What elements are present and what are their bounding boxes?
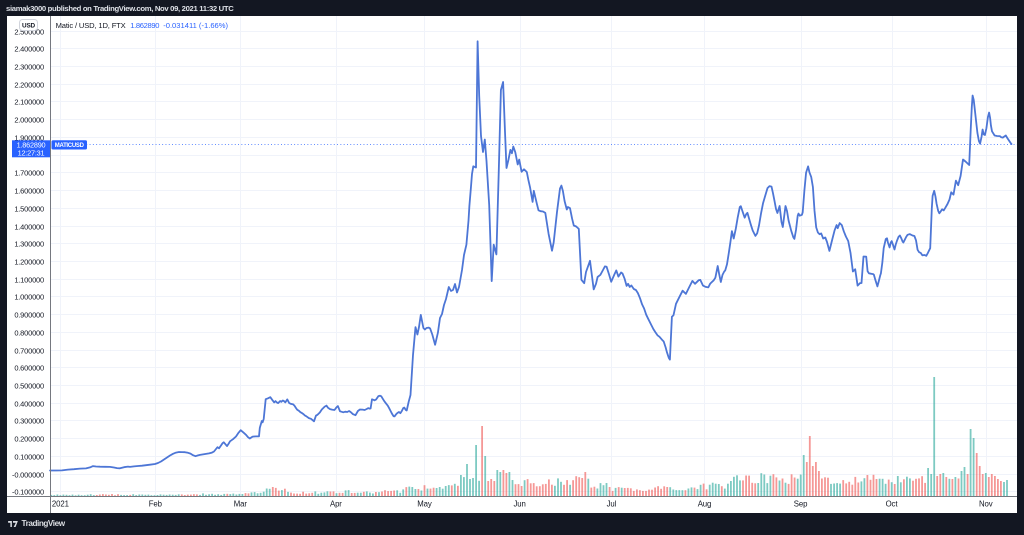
svg-text:Jul: Jul xyxy=(607,500,617,509)
svg-text:2.500000: 2.500000 xyxy=(14,27,44,36)
svg-text:Sep: Sep xyxy=(794,500,808,509)
svg-text:Nov: Nov xyxy=(979,500,993,509)
svg-text:1.200000: 1.200000 xyxy=(14,257,44,266)
svg-text:1.500000: 1.500000 xyxy=(14,204,44,213)
svg-text:0.100000: 0.100000 xyxy=(14,452,44,461)
svg-text:0.200000: 0.200000 xyxy=(14,434,44,443)
svg-text:Jun: Jun xyxy=(513,500,525,509)
svg-text:-0.031411 (-1.66%): -0.031411 (-1.66%) xyxy=(163,21,228,30)
svg-text:-0.100000: -0.100000 xyxy=(12,487,44,496)
svg-text:1.400000: 1.400000 xyxy=(14,222,44,231)
svg-text:1.862890: 1.862890 xyxy=(130,21,159,30)
svg-text:2021: 2021 xyxy=(52,500,69,509)
svg-text:1.000000: 1.000000 xyxy=(14,292,44,301)
svg-text:0.300000: 0.300000 xyxy=(14,416,44,425)
svg-text:2.100000: 2.100000 xyxy=(14,97,44,106)
svg-text:-0.000000: -0.000000 xyxy=(12,470,44,479)
svg-text:1.100000: 1.100000 xyxy=(14,275,44,284)
svg-text:0.700000: 0.700000 xyxy=(14,346,44,355)
svg-text:1.300000: 1.300000 xyxy=(14,239,44,248)
svg-text:2.400000: 2.400000 xyxy=(14,44,44,53)
svg-text:Mar: Mar xyxy=(234,500,248,509)
svg-text:1.900000: 1.900000 xyxy=(14,133,44,142)
svg-text:2.300000: 2.300000 xyxy=(14,62,44,71)
svg-text:1.600000: 1.600000 xyxy=(14,186,44,195)
svg-text:0.500000: 0.500000 xyxy=(14,381,44,390)
svg-text:2.200000: 2.200000 xyxy=(14,80,44,89)
svg-text:Feb: Feb xyxy=(149,500,163,509)
svg-text:1.862890: 1.862890 xyxy=(17,140,46,149)
svg-text:0.600000: 0.600000 xyxy=(14,363,44,372)
svg-text:0.400000: 0.400000 xyxy=(14,399,44,408)
svg-text:USD: USD xyxy=(22,23,35,30)
svg-text:May: May xyxy=(417,500,432,509)
svg-text:12:27:31: 12:27:31 xyxy=(18,149,45,158)
svg-text:MATICUSD: MATICUSD xyxy=(55,143,85,149)
svg-text:1.700000: 1.700000 xyxy=(14,168,44,177)
svg-text:0.900000: 0.900000 xyxy=(14,310,44,319)
svg-text:Oct: Oct xyxy=(886,500,899,509)
svg-text:2.000000: 2.000000 xyxy=(14,115,44,124)
svg-text:Aug: Aug xyxy=(698,500,712,509)
svg-text:0.800000: 0.800000 xyxy=(14,328,44,337)
svg-text:Apr: Apr xyxy=(330,500,342,509)
svg-text:Matic / USD, 1D, FTX: Matic / USD, 1D, FTX xyxy=(56,21,126,30)
